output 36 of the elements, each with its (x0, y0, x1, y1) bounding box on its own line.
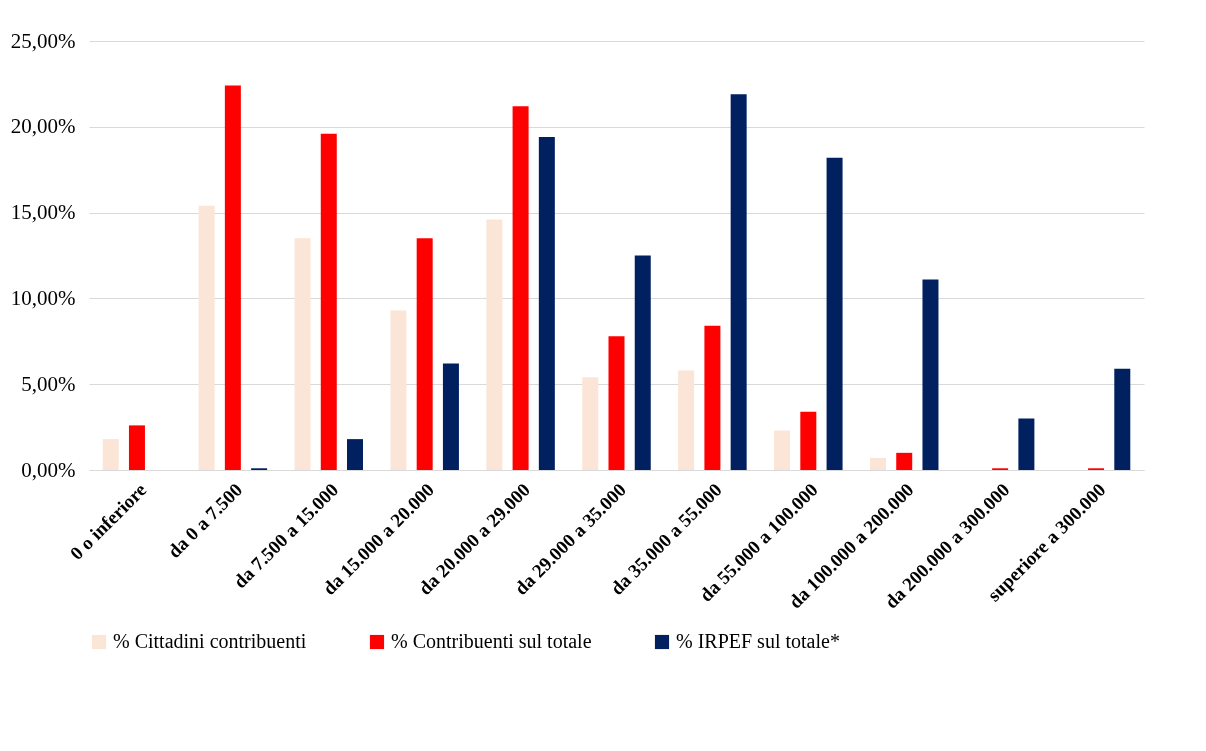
bar (416, 238, 433, 470)
bar (704, 325, 721, 470)
bar (922, 279, 939, 470)
bar (800, 411, 817, 470)
bar (582, 377, 599, 470)
y-tick-label: 20,00% (10, 114, 76, 139)
bar (1018, 418, 1035, 470)
bar (1114, 368, 1131, 470)
y-tick-label: 15,00% (10, 200, 76, 225)
bar (826, 157, 843, 470)
legend-label: % Cittadini contribuenti (113, 630, 307, 652)
bar (390, 310, 407, 470)
bar (512, 106, 529, 470)
bar (442, 363, 459, 470)
y-tick-label: 10,00% (10, 285, 76, 310)
bar (608, 336, 625, 470)
bar (896, 452, 913, 470)
legend-label: % IRPEF sul totale* (676, 630, 840, 652)
y-tick-label: 0,00% (21, 457, 76, 482)
y-tick-label: 5,00% (21, 371, 76, 396)
bar (320, 133, 337, 470)
bar (486, 219, 503, 470)
bar (730, 94, 747, 470)
bar (774, 430, 791, 470)
bar (678, 370, 695, 470)
bar (869, 457, 886, 470)
bar (634, 255, 651, 470)
bar (198, 205, 215, 470)
bar (128, 425, 145, 470)
y-tick-label: 25,00% (10, 28, 76, 53)
bar (538, 137, 555, 470)
bar (347, 439, 364, 470)
bar (294, 238, 311, 470)
legend-label: % Contribuenti sul totale (391, 630, 592, 652)
bar (224, 85, 241, 470)
bar (102, 439, 119, 470)
